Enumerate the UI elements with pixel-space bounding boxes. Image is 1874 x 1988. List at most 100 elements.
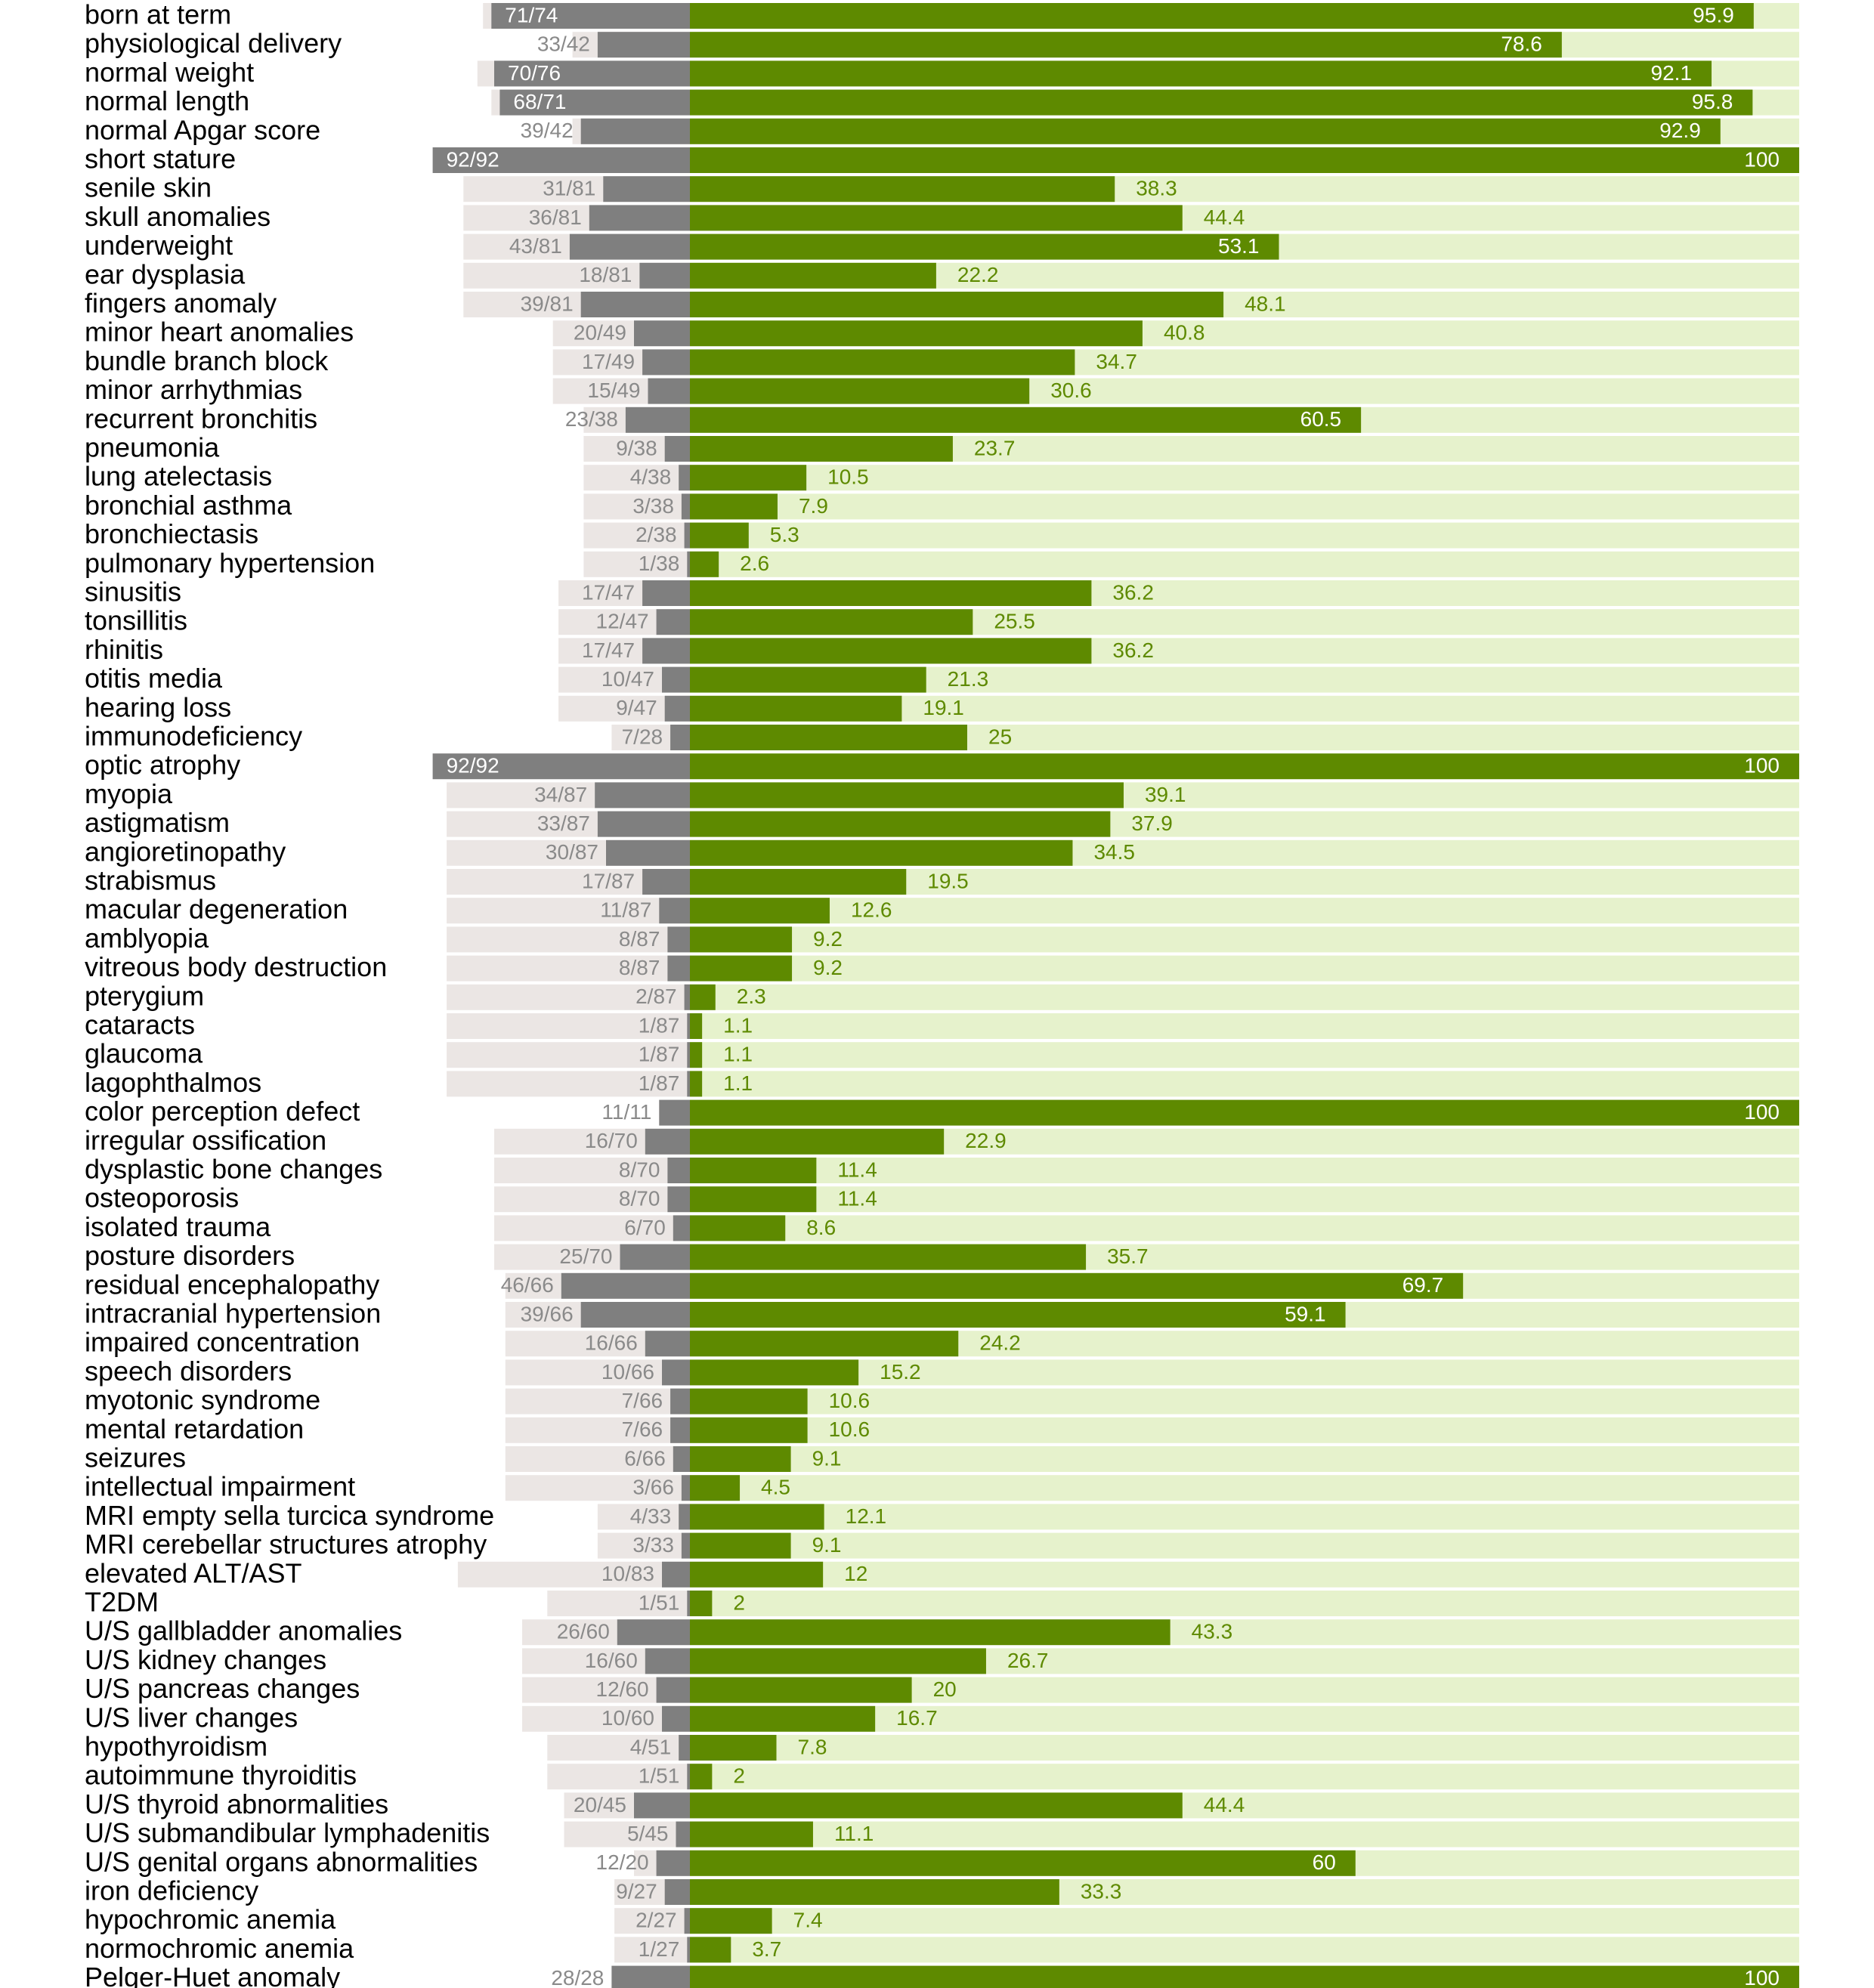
count-bar xyxy=(667,1158,690,1183)
percent-bar xyxy=(690,725,967,750)
percent-bar xyxy=(690,493,778,520)
percent-bar xyxy=(690,1648,986,1674)
count-track xyxy=(505,1388,690,1414)
percent-label: 2.6 xyxy=(740,552,769,575)
count-bar xyxy=(656,1850,690,1876)
count-bar xyxy=(597,32,690,58)
percent-track xyxy=(690,1591,1799,1616)
count-track xyxy=(597,1504,690,1530)
count-track xyxy=(614,1937,690,1963)
row-label: immunodeficiency xyxy=(85,721,302,752)
count-label: 25/70 xyxy=(559,1244,612,1268)
count-bar xyxy=(679,1504,690,1530)
count-label: 1/87 xyxy=(639,1013,680,1037)
percent-bar xyxy=(690,1591,713,1616)
row-label: vitreous body destruction xyxy=(85,951,387,982)
percent-track xyxy=(690,1388,1799,1414)
percent-bar xyxy=(690,580,1092,606)
row-label: tonsillitis xyxy=(85,605,187,636)
count-bar xyxy=(679,1735,690,1761)
percent-bar xyxy=(690,753,1799,780)
percent-track xyxy=(690,551,1799,577)
percent-bar xyxy=(690,839,1073,866)
row-label: optic atrophy xyxy=(85,750,240,781)
count-bar xyxy=(681,1475,690,1501)
percent-bar xyxy=(690,1302,1346,1328)
row-label: pulmonary hypertension xyxy=(85,547,375,578)
percent-label: 22.2 xyxy=(957,263,999,286)
count-bar xyxy=(687,1764,690,1790)
count-bar xyxy=(499,89,690,116)
percent-track xyxy=(690,1735,1799,1761)
count-track xyxy=(447,898,690,924)
row-label: T2DM xyxy=(85,1587,159,1618)
percent-label: 3.7 xyxy=(752,1937,781,1961)
row-label: lagophthalmos xyxy=(85,1067,261,1098)
count-bar xyxy=(620,1244,690,1270)
count-label: 7/28 xyxy=(622,725,663,748)
count-bar xyxy=(681,1532,690,1559)
row-label: sinusitis xyxy=(85,577,181,608)
count-bar xyxy=(603,176,690,203)
count-label: 7/66 xyxy=(622,1418,663,1441)
percent-bar xyxy=(690,1879,1059,1905)
row-label: posture disorders xyxy=(85,1240,295,1271)
percent-bar xyxy=(690,1042,703,1068)
percent-label: 26.7 xyxy=(1007,1649,1049,1672)
row-label: fingers anomaly xyxy=(85,288,277,319)
count-label: 71/74 xyxy=(505,3,558,26)
count-track xyxy=(583,551,690,577)
row-label: pterygium xyxy=(85,980,204,1011)
percent-bar xyxy=(690,89,1753,116)
percent-bar xyxy=(690,1561,824,1588)
count-bar xyxy=(580,1302,690,1328)
count-track xyxy=(505,1475,690,1501)
count-track xyxy=(457,1561,690,1588)
count-bar xyxy=(676,1821,690,1847)
row-label: recurrent bronchitis xyxy=(85,403,317,434)
row-label: Pelger-Huet anomaly xyxy=(85,1962,340,1988)
percent-bar xyxy=(690,1417,808,1443)
count-bar xyxy=(561,1272,690,1299)
row-label: normal Apgar score xyxy=(85,114,320,145)
percent-label: 11.4 xyxy=(837,1187,877,1210)
count-track xyxy=(583,493,690,520)
count-label: 43/81 xyxy=(509,234,562,258)
count-label: 7/66 xyxy=(622,1389,663,1412)
percent-bar xyxy=(690,292,1224,317)
count-bar xyxy=(679,465,690,491)
percent-track xyxy=(690,955,1799,982)
percent-bar xyxy=(690,32,1562,58)
percent-bar xyxy=(690,1619,1170,1646)
percent-bar xyxy=(690,1735,777,1761)
count-track xyxy=(447,1013,690,1039)
row-label: short stature xyxy=(85,144,236,175)
percent-bar xyxy=(690,522,749,549)
count-bar xyxy=(664,1879,690,1905)
count-label: 12/20 xyxy=(596,1850,649,1874)
percent-label: 59.1 xyxy=(1285,1302,1326,1325)
count-label: 20/45 xyxy=(574,1793,626,1816)
count-bar xyxy=(432,147,690,173)
row-label: glaucoma xyxy=(85,1038,203,1069)
percent-label: 60.5 xyxy=(1300,407,1342,431)
count-label: 1/87 xyxy=(639,1043,680,1066)
count-bar xyxy=(580,292,690,317)
count-label: 2/87 xyxy=(635,985,677,1008)
count-bar xyxy=(606,839,690,866)
row-label: U/S thyroid abnormalities xyxy=(85,1789,388,1819)
percent-bar xyxy=(690,118,1721,144)
count-label: 8/87 xyxy=(619,956,660,979)
count-bar xyxy=(664,695,690,722)
count-label: 39/42 xyxy=(521,119,574,142)
count-label: 92/92 xyxy=(447,147,499,171)
percent-bar xyxy=(690,811,1111,837)
count-bar xyxy=(687,1071,690,1097)
percent-label: 9.2 xyxy=(813,956,843,979)
percent-label: 7.9 xyxy=(799,494,828,518)
percent-bar xyxy=(690,1331,959,1357)
percent-bar xyxy=(690,1821,813,1847)
count-bar xyxy=(667,955,690,982)
percent-label: 24.2 xyxy=(979,1331,1021,1355)
count-label: 11/11 xyxy=(601,1100,651,1124)
